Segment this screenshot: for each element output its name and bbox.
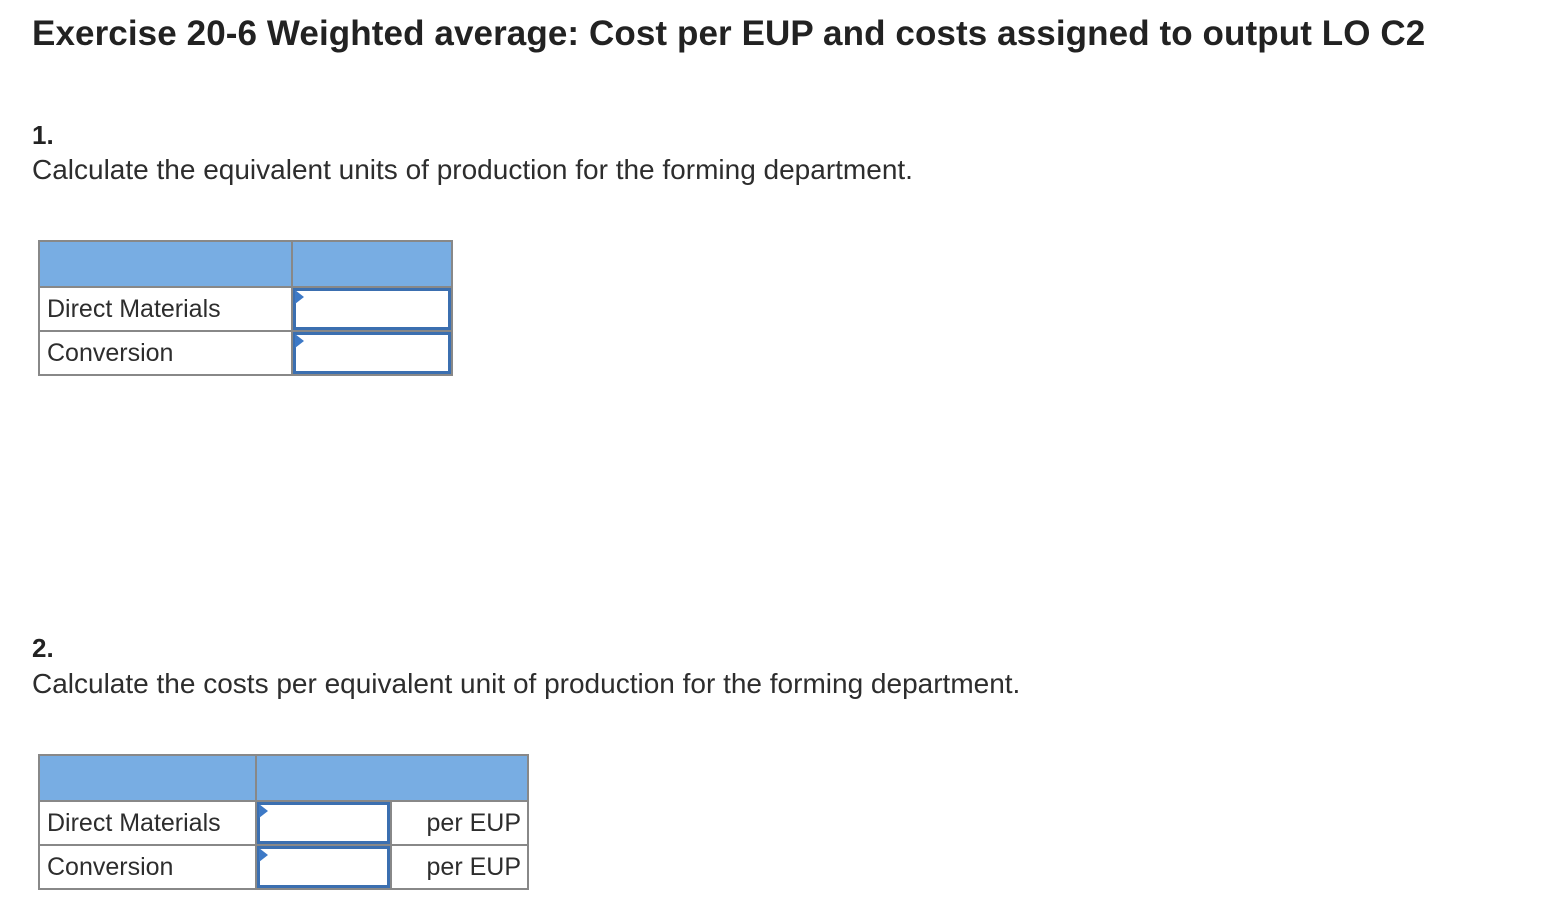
question-2-text: Calculate the costs per equivalent unit …: [32, 668, 1021, 699]
header-cell: [291, 240, 453, 288]
input-cell: [291, 286, 453, 332]
input-cell: [255, 800, 392, 846]
input-marker-icon: [295, 334, 304, 348]
table-row: Direct Materials: [38, 286, 453, 332]
input-marker-icon: [259, 804, 268, 818]
table-header-row: [38, 240, 453, 288]
table-header-row: [38, 754, 529, 802]
table-row: Direct Materials per EUP: [38, 800, 529, 846]
header-cell: [38, 754, 257, 802]
row-label-direct-materials: Direct Materials: [38, 800, 257, 846]
row-label-conversion: Conversion: [38, 844, 257, 890]
header-cell: [255, 754, 529, 802]
page-title: Exercise 20-6 Weighted average: Cost per…: [32, 14, 1426, 53]
table-row: Conversion per EUP: [38, 844, 529, 890]
input-cell: [255, 844, 392, 890]
question-2-number: 2.: [32, 633, 54, 663]
eup-direct-materials-input[interactable]: [293, 288, 451, 330]
input-marker-icon: [295, 290, 304, 304]
row-label-direct-materials: Direct Materials: [38, 286, 293, 332]
table-row: Conversion: [38, 330, 453, 376]
question-1-number: 1.: [32, 120, 54, 150]
question-2-table: Direct Materials per EUP Conversion per …: [38, 754, 529, 890]
input-marker-icon: [259, 848, 268, 862]
eup-conversion-input[interactable]: [293, 332, 451, 374]
unit-label: per EUP: [390, 844, 529, 890]
header-cell: [38, 240, 293, 288]
row-label-conversion: Conversion: [38, 330, 293, 376]
cost-per-eup-conversion-input[interactable]: [257, 846, 390, 888]
unit-label: per EUP: [390, 800, 529, 846]
question-1-text: Calculate the equivalent units of produc…: [32, 154, 913, 185]
cost-per-eup-direct-materials-input[interactable]: [257, 802, 390, 844]
question-1-table: Direct Materials Conversion: [38, 240, 453, 376]
input-cell: [291, 330, 453, 376]
